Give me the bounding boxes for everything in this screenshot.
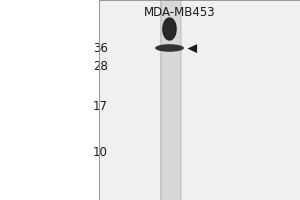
Text: 28: 28: [93, 60, 108, 72]
Text: 17: 17: [93, 99, 108, 112]
Bar: [99, 0, 300, 200]
Bar: [160, 0, 162, 200]
Bar: [99, 0, 300, 200]
Text: MDA-MB453: MDA-MB453: [144, 6, 216, 20]
Text: 36: 36: [93, 42, 108, 54]
Bar: [160, 0, 182, 200]
Text: 10: 10: [93, 146, 108, 158]
Polygon shape: [163, 18, 176, 40]
Polygon shape: [188, 44, 197, 53]
Ellipse shape: [155, 44, 184, 52]
Bar: [180, 0, 181, 200]
